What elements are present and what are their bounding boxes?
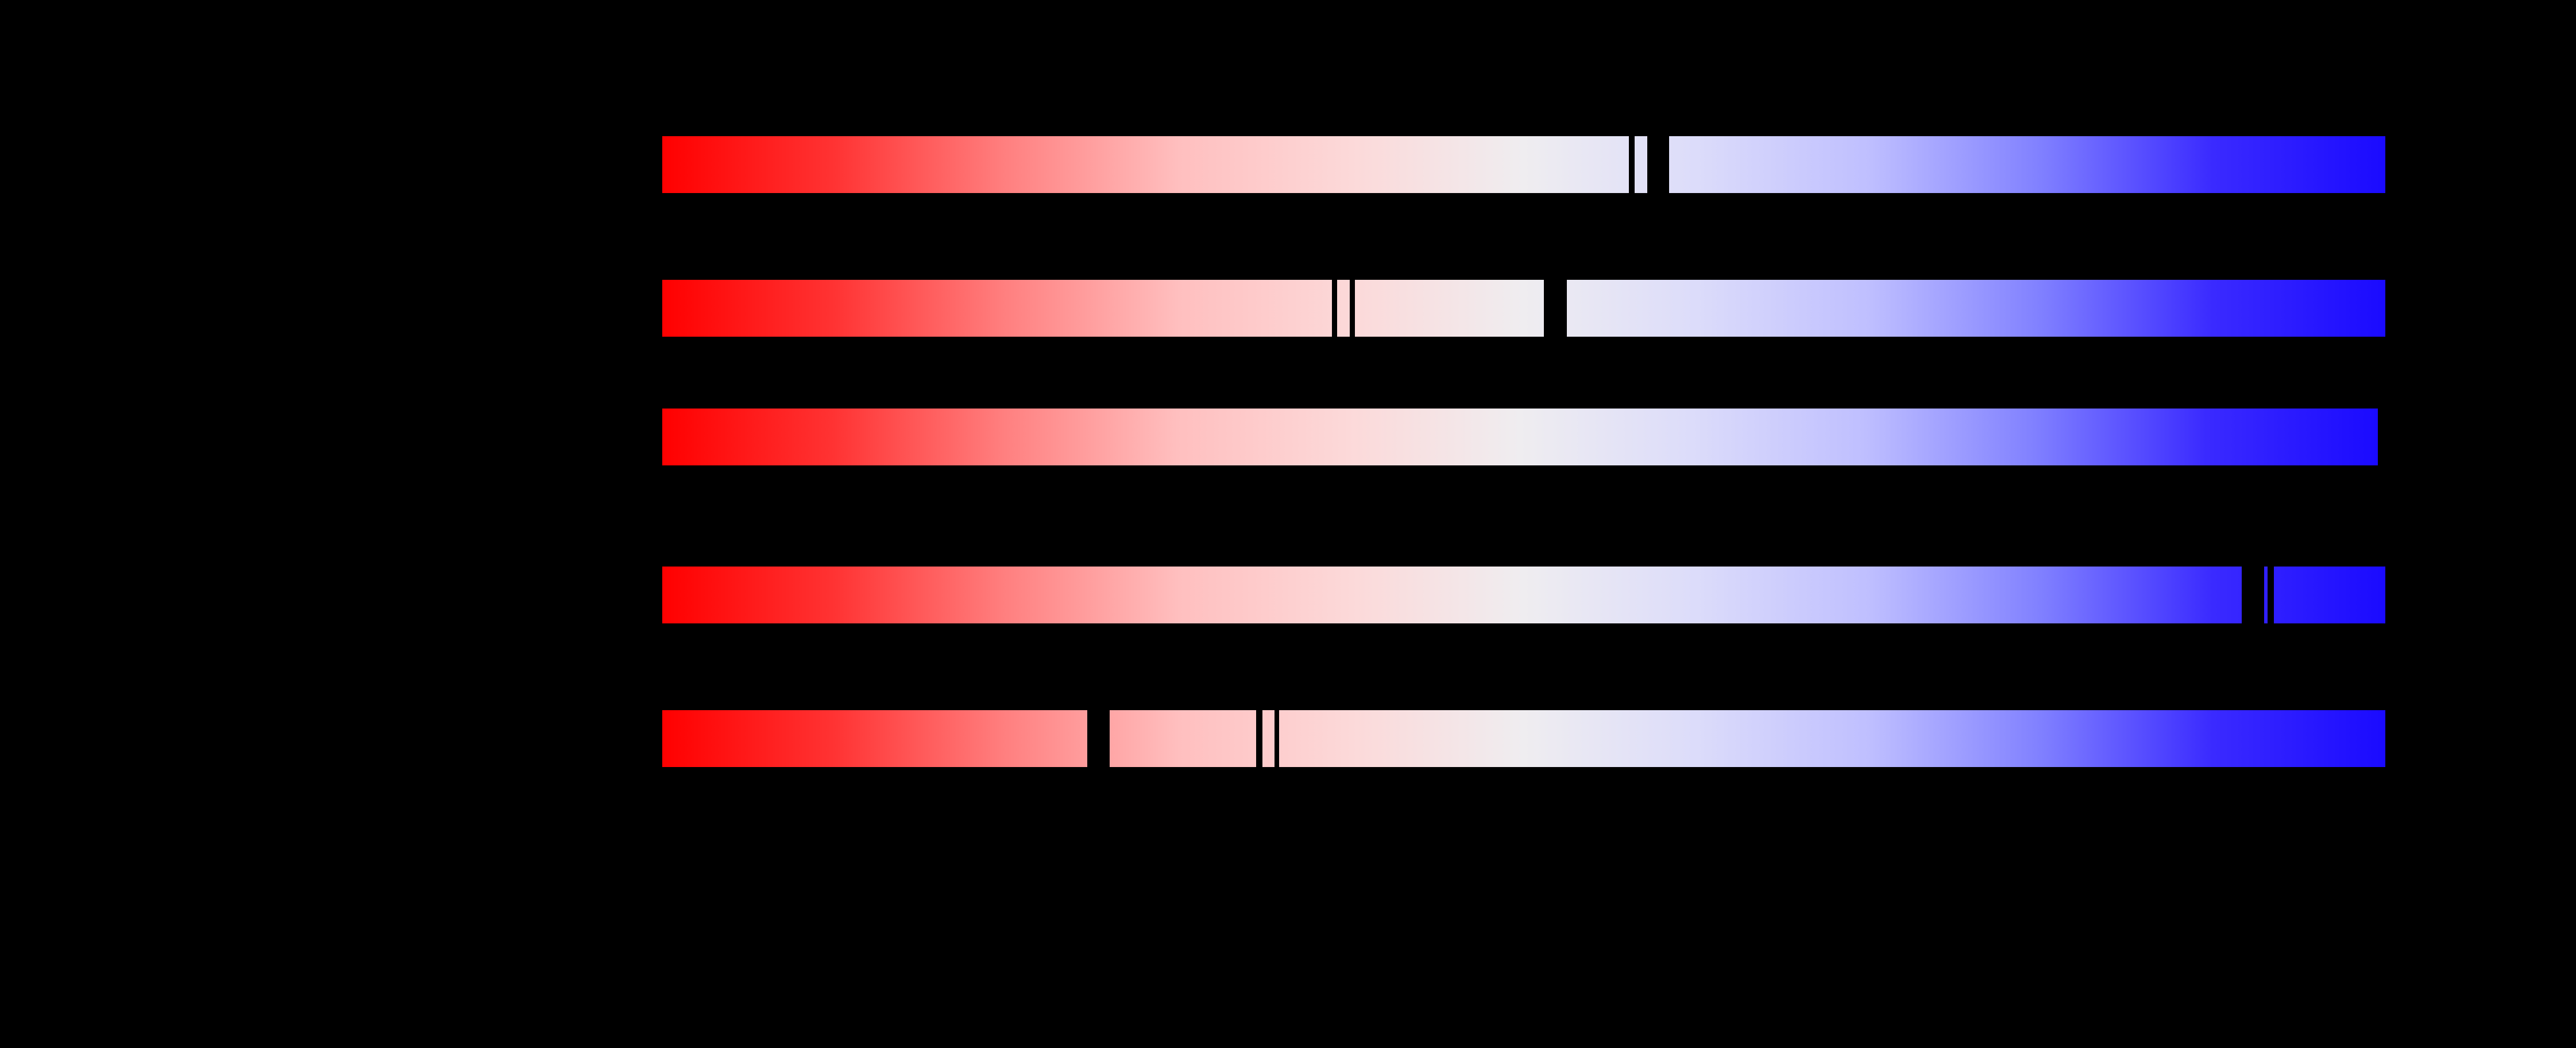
colorbar-row[interactable]	[662, 710, 2385, 767]
colorbar-gradient	[1262, 710, 1275, 767]
colorbar-row[interactable]	[662, 567, 2385, 623]
colorbar-gradient	[662, 409, 2378, 465]
colorbar-segment	[662, 409, 2378, 465]
colorbar-gradient	[1567, 280, 2385, 337]
colorbar-gradient	[662, 136, 1629, 193]
colorbar-gradient	[662, 567, 2242, 623]
colorbar-row[interactable]	[662, 280, 2385, 337]
colorbar-segment	[662, 567, 2242, 623]
colorbar-segment	[662, 136, 1629, 193]
colorbar-segment	[662, 280, 1332, 337]
colorbar-segment	[1635, 136, 1647, 193]
colorbar-segment	[2274, 567, 2385, 623]
colorbar-segment	[1567, 280, 2385, 337]
colorbar-gradient	[662, 710, 1087, 767]
colorbar-segment	[1110, 710, 1256, 767]
colorbar-segment	[2264, 567, 2268, 623]
colorbar-gradient	[2274, 567, 2385, 623]
colorbar-segment	[1262, 710, 1275, 767]
colorbar-gradient	[2264, 567, 2268, 623]
colorbar-segment	[1337, 280, 1350, 337]
colorbar-gradient	[1110, 710, 1256, 767]
colorbar-gradient	[1669, 136, 2385, 193]
colorbar-segment	[662, 710, 1087, 767]
colorbar-gradient	[1337, 280, 1350, 337]
colorbar-gradient	[662, 280, 1332, 337]
colorbar-segment	[1355, 280, 1544, 337]
colorbar-gradient	[1279, 710, 2385, 767]
colorbar-segment	[1279, 710, 2385, 767]
colorbar-row[interactable]	[662, 409, 2378, 465]
colorbar-gradient	[1635, 136, 1647, 193]
colorbar-segment	[1669, 136, 2385, 193]
colorbar-gradient	[1355, 280, 1544, 337]
colorbar-row[interactable]	[662, 136, 2385, 193]
